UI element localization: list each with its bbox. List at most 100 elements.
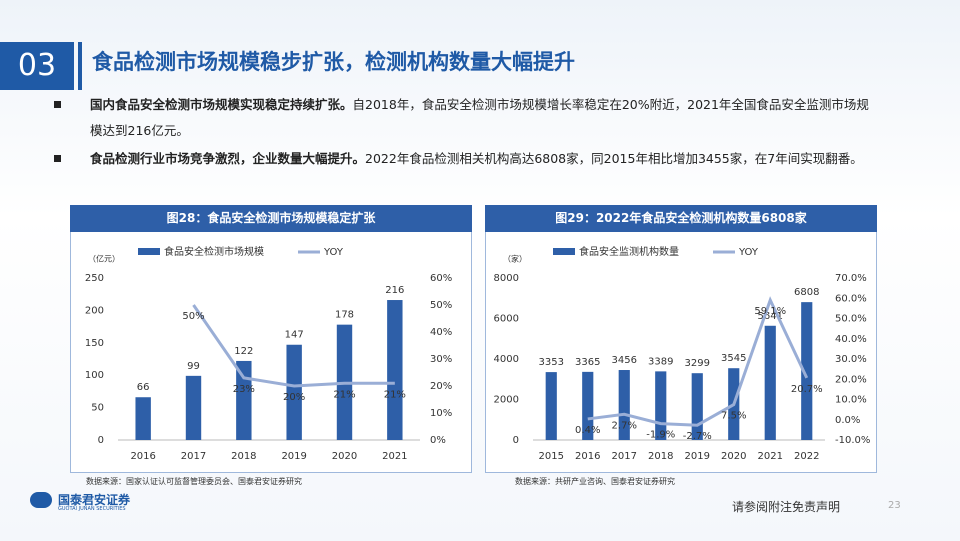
bar xyxy=(185,375,202,440)
y-tick-label: 0 xyxy=(513,435,519,446)
page-number: 23 xyxy=(888,500,901,511)
chart-title: 图28：食品安全检测市场规模稳定扩张 xyxy=(70,205,472,232)
bar xyxy=(236,360,252,440)
x-tick-label: 2018 xyxy=(231,451,256,462)
legend-label: YOY xyxy=(323,247,344,258)
data-label: 2.7% xyxy=(612,420,637,431)
bullet: 食品检测行业市场竞争激烈，企业数量大幅提升。2022年食品检测相关机构高达680… xyxy=(54,146,870,172)
data-label: 66 xyxy=(137,382,150,393)
disclaimer: 请参阅附注免责声明 xyxy=(732,500,841,514)
x-tick-label: 2020 xyxy=(721,451,746,462)
line xyxy=(192,304,395,388)
y-tick-label: 50 xyxy=(91,403,104,414)
data-label: 3299 xyxy=(685,358,710,369)
bar xyxy=(135,397,151,440)
bar xyxy=(286,344,302,440)
y-unit: （亿元） xyxy=(88,254,120,264)
bar xyxy=(387,300,403,440)
x-tick-label: 2021 xyxy=(382,451,407,462)
data-label: 20% xyxy=(283,392,305,403)
divider xyxy=(78,42,82,90)
y2-tick-label: 60.0% xyxy=(835,293,867,304)
logo: 国泰君安证券 xyxy=(58,493,131,507)
y2-tick-label: 0% xyxy=(430,435,446,446)
data-label: 23% xyxy=(233,384,255,395)
x-tick-label: 2022 xyxy=(794,451,819,462)
x-tick-label: 2021 xyxy=(758,451,783,462)
y2-tick-label: 70.0% xyxy=(835,273,867,284)
chart: （亿元） 0 50 100 150 200 250 0% 10% 20% 30% 40% 50% 60% 食… xyxy=(85,245,452,462)
bar xyxy=(618,370,630,440)
bullet-bold: 食品检测行业市场竞争激烈，企业数量大幅提升。 xyxy=(90,151,366,166)
data-label: 0.4% xyxy=(575,425,600,436)
x-tick-label: 2016 xyxy=(130,451,155,462)
data-label: 50% xyxy=(182,311,204,322)
slide-title: 食品检测市场规模稳步扩张，检测机构数量大幅提升 xyxy=(92,50,575,74)
line xyxy=(587,296,809,427)
legend-swatch xyxy=(553,248,575,255)
data-label: 21% xyxy=(384,389,406,400)
data-label: 3365 xyxy=(575,357,600,368)
y-tick-label: 250 xyxy=(85,273,104,284)
y2-tick-label: 40% xyxy=(430,327,452,338)
legend-label: 食品安全检测市场规模 xyxy=(164,245,264,258)
data-label: 7.5% xyxy=(721,411,746,422)
y2-tick-label: 50% xyxy=(430,300,452,311)
data-label: 6808 xyxy=(794,287,819,298)
y2-tick-label: 30.0% xyxy=(835,354,867,365)
y-tick-label: 200 xyxy=(85,305,104,316)
y-tick-label: 0 xyxy=(98,435,104,446)
y-tick-label: 2000 xyxy=(494,395,519,406)
y2-tick-label: -10.0% xyxy=(835,435,870,446)
data-label: 5641 xyxy=(758,311,783,322)
logo-mark xyxy=(30,492,52,508)
bar xyxy=(801,302,813,440)
data-label: -1.9% xyxy=(646,430,675,441)
data-label: 147 xyxy=(285,330,304,341)
bar xyxy=(545,372,557,440)
bar xyxy=(655,371,667,440)
x-tick-label: 2019 xyxy=(685,451,710,462)
y2-tick-label: 40.0% xyxy=(835,334,867,345)
bullet: 国内食品安全检测市场规模实现稳定持续扩张。自2018年，食品安全检测市场规模增长… xyxy=(54,92,870,144)
x-tick-label: 2017 xyxy=(181,451,206,462)
x-tick-label: 2019 xyxy=(281,451,306,462)
y-tick-label: 150 xyxy=(85,338,104,349)
y-unit: （家） xyxy=(503,254,527,264)
x-tick-label: 2017 xyxy=(612,451,637,462)
data-label: 3353 xyxy=(539,357,564,368)
chart-title: 图29：2022年食品安全检测机构数量6808家 xyxy=(485,205,877,232)
x-tick-label: 2020 xyxy=(332,451,357,462)
x-tick-label: 2016 xyxy=(575,451,600,462)
section-number: 03 xyxy=(0,42,74,90)
chart: （家） 0 2000 4000 6000 8000 -10.0% 0.0% 10.0% 20.0%… xyxy=(494,245,871,462)
bullet-bold: 国内食品安全检测市场规模实现稳定持续扩张。 xyxy=(90,97,353,112)
data-label: 216 xyxy=(385,285,404,296)
logo-en: GUOTAI JUNAN SECURITIES xyxy=(58,506,126,512)
source: 数据来源：国家认证认可监督管理委员会、国泰君安证券研究 xyxy=(86,477,302,486)
data-label: 178 xyxy=(335,310,354,321)
data-label: 3456 xyxy=(612,355,637,366)
legend-swatch xyxy=(138,248,160,255)
y2-tick-label: 60% xyxy=(430,273,452,284)
data-label: -2.7% xyxy=(683,431,712,442)
bullet-text: 自2018年，食品安全检测市场规模增长率稳定在20%附近，2021年全国食品安全… xyxy=(90,97,869,138)
data-label: 21% xyxy=(333,389,355,400)
y-tick-label: 4000 xyxy=(494,354,519,365)
y2-tick-label: 10% xyxy=(430,408,452,419)
data-label: 59.1% xyxy=(754,306,786,317)
y2-tick-label: 0.0% xyxy=(835,415,860,426)
data-label: 3389 xyxy=(648,356,673,367)
y2-tick-label: 50.0% xyxy=(835,314,867,325)
y-tick-label: 8000 xyxy=(494,273,519,284)
y2-tick-label: 30% xyxy=(430,354,452,365)
y2-tick-label: 20.0% xyxy=(835,374,867,385)
bar xyxy=(691,373,703,440)
y2-tick-label: 10.0% xyxy=(835,395,867,406)
bar xyxy=(764,325,776,440)
data-label: 99 xyxy=(187,361,200,372)
legend-label: YOY xyxy=(738,247,759,258)
source: 数据来源：共研产业咨询、国泰君安证券研究 xyxy=(515,477,675,486)
bar xyxy=(582,371,594,440)
